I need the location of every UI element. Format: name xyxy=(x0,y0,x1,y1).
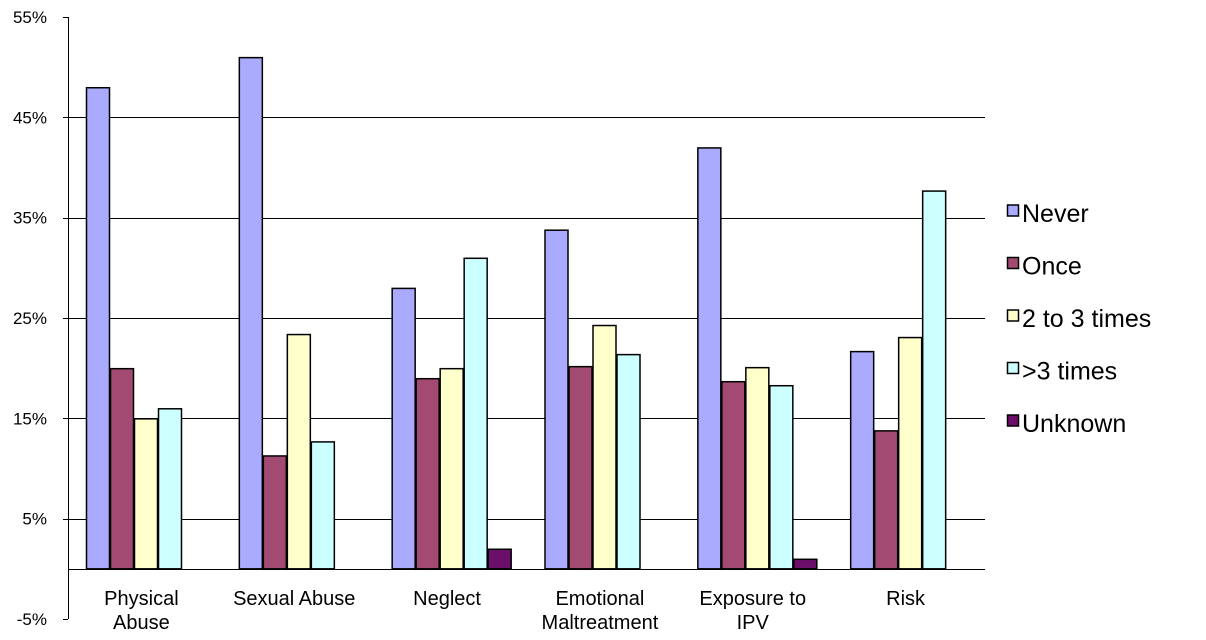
x-tick-label: Neglect xyxy=(413,588,481,610)
legend-label: Once xyxy=(1022,253,1082,281)
bars xyxy=(85,56,947,570)
x-tick-labels: Physical Abuse Sexual Abuse Neglect Emotiona… xyxy=(104,588,926,634)
x-tick-label: Emotional Maltreatment xyxy=(542,588,659,634)
bar-never-5 xyxy=(849,350,875,570)
bar-2-to-3-times-0 xyxy=(133,418,159,570)
bar-never-4 xyxy=(697,147,722,570)
x-tick-label: Risk xyxy=(886,588,926,610)
legend-swatch xyxy=(1006,309,1020,322)
y-tick-label: 35% xyxy=(13,209,47,228)
legend-label: Unknown xyxy=(1022,410,1126,438)
x-tick-label-line: Exposure to xyxy=(699,588,806,610)
bar-never-0 xyxy=(85,86,111,570)
bar-once-3 xyxy=(568,365,593,570)
y-tick-labels: 55% 45% 35% 25% 15% 5% -5% xyxy=(13,8,47,629)
x-tick-label: Physical Abuse xyxy=(104,588,178,634)
y-tick-label: 45% xyxy=(13,108,47,127)
x-tick-label-line: Emotional xyxy=(555,588,644,610)
x-tick-label: Exposure to IPV xyxy=(699,588,806,634)
bar-once-2 xyxy=(415,377,440,570)
y-tick-label: -5% xyxy=(17,610,47,629)
x-tick-label-line: Maltreatment xyxy=(542,612,659,634)
x-tick-label-line: Risk xyxy=(886,588,926,610)
x-tick-label-line: Sexual Abuse xyxy=(233,588,355,610)
bar-unknown-4 xyxy=(793,558,818,570)
bar-never-2 xyxy=(391,287,416,570)
y-tick-label: 25% xyxy=(13,309,47,328)
bar-2-to-3-times-5 xyxy=(897,336,923,570)
bar-never-1 xyxy=(238,56,264,570)
gridlines xyxy=(68,117,985,520)
bar-once-0 xyxy=(109,367,135,570)
x-tick-label-line: Physical xyxy=(104,588,178,610)
legend-swatch xyxy=(1006,361,1020,375)
x-tick-label-line: IPV xyxy=(737,612,770,634)
bar--3-times-4 xyxy=(769,384,794,570)
y-tick-label: 15% xyxy=(13,409,47,428)
bar-once-5 xyxy=(873,430,899,570)
bar-once-1 xyxy=(262,455,288,570)
legend: Never Once 2 to 3 times >3 times Unknown xyxy=(1006,200,1151,438)
bar-2-to-3-times-2 xyxy=(439,367,464,570)
y-tick-label: 55% xyxy=(13,8,47,27)
legend-swatch xyxy=(1006,204,1020,217)
bar-2-to-3-times-1 xyxy=(286,333,312,570)
bar--3-times-3 xyxy=(616,353,641,570)
legend-swatch xyxy=(1006,256,1020,270)
legend-label: 2 to 3 times xyxy=(1022,305,1151,333)
legend-swatch xyxy=(1006,414,1020,427)
bar-never-3 xyxy=(544,229,569,570)
bar--3-times-2 xyxy=(463,257,488,570)
bar-2-to-3-times-4 xyxy=(745,366,770,570)
bar--3-times-0 xyxy=(157,408,183,570)
legend-label: Never xyxy=(1022,200,1089,228)
x-tick-label-line: Abuse xyxy=(113,612,170,634)
axes xyxy=(63,17,985,620)
bar--3-times-1 xyxy=(310,441,336,570)
x-tick-label-line: Neglect xyxy=(413,588,481,610)
bar-unknown-2 xyxy=(487,548,512,570)
bar-2-to-3-times-3 xyxy=(592,324,617,570)
bar-once-4 xyxy=(721,380,746,570)
x-tick-label: Sexual Abuse xyxy=(233,588,355,610)
y-tick-label: 5% xyxy=(22,510,47,529)
bar--3-times-5 xyxy=(921,190,947,570)
legend-label: >3 times xyxy=(1022,358,1117,386)
